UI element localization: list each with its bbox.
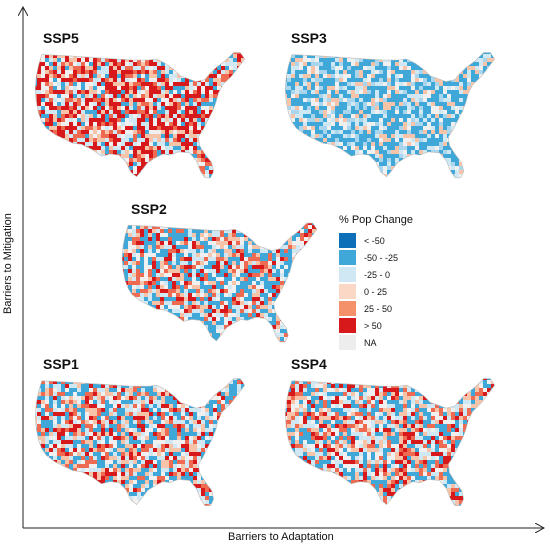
- legend-swatch: [339, 267, 356, 282]
- panel-title-ssp2: SSP2: [131, 201, 167, 217]
- legend-swatch: [339, 301, 356, 316]
- legend-label: 0 - 25: [364, 286, 388, 297]
- map-ssp2: [121, 222, 318, 343]
- legend-swatch: [339, 250, 356, 265]
- map-ssp5: [34, 52, 246, 179]
- county-cells: [285, 378, 495, 506]
- legend-label: -25 - 0: [364, 269, 391, 280]
- us-outline: [284, 52, 496, 179]
- map-ssp1: [34, 378, 246, 506]
- legend-label: -50 - -25: [364, 252, 399, 263]
- county-cells: [35, 52, 245, 178]
- map-ssp4: [284, 378, 496, 506]
- legend-item: < -50: [339, 232, 413, 249]
- legend-item: 25 - 50: [339, 300, 413, 317]
- us-outline: [34, 52, 246, 179]
- legend: % Pop Change < -50 -50 - -25 -25 - 0 0 - 25…: [339, 214, 413, 351]
- panel-title-ssp5: SSP5: [43, 30, 79, 46]
- legend-title: % Pop Change: [339, 214, 413, 226]
- legend-item: > 50: [339, 317, 413, 334]
- legend-swatch: [339, 233, 356, 248]
- panel-title-ssp3: SSP3: [291, 30, 327, 46]
- legend-label: 25 - 50: [364, 303, 393, 314]
- county-cells: [122, 223, 317, 342]
- legend-swatch: [339, 318, 356, 333]
- y-axis-label: Barriers to Mitigation: [2, 213, 14, 314]
- panel-title-ssp4: SSP4: [291, 356, 327, 372]
- x-axis-label: Barriers to Adaptation: [228, 531, 334, 543]
- legend-label: NA: [364, 337, 377, 348]
- legend-swatch: [339, 335, 356, 350]
- us-outline: [34, 378, 246, 506]
- legend-label: < -50: [364, 235, 385, 246]
- legend-item: -50 - -25: [339, 249, 413, 266]
- county-cells: [35, 378, 245, 506]
- us-outline: [284, 378, 496, 506]
- legend-swatch: [339, 284, 356, 299]
- legend-item: NA: [339, 334, 413, 351]
- legend-item: 0 - 25: [339, 283, 413, 300]
- legend-items: < -50 -50 - -25 -25 - 0 0 - 25 25 - 50 > 50 NA: [339, 232, 413, 351]
- county-cells: [285, 52, 495, 178]
- legend-item: -25 - 0: [339, 266, 413, 283]
- legend-label: > 50: [364, 320, 382, 331]
- panel-title-ssp1: SSP1: [43, 356, 79, 372]
- map-ssp3: [284, 52, 496, 179]
- us-outline: [121, 222, 318, 343]
